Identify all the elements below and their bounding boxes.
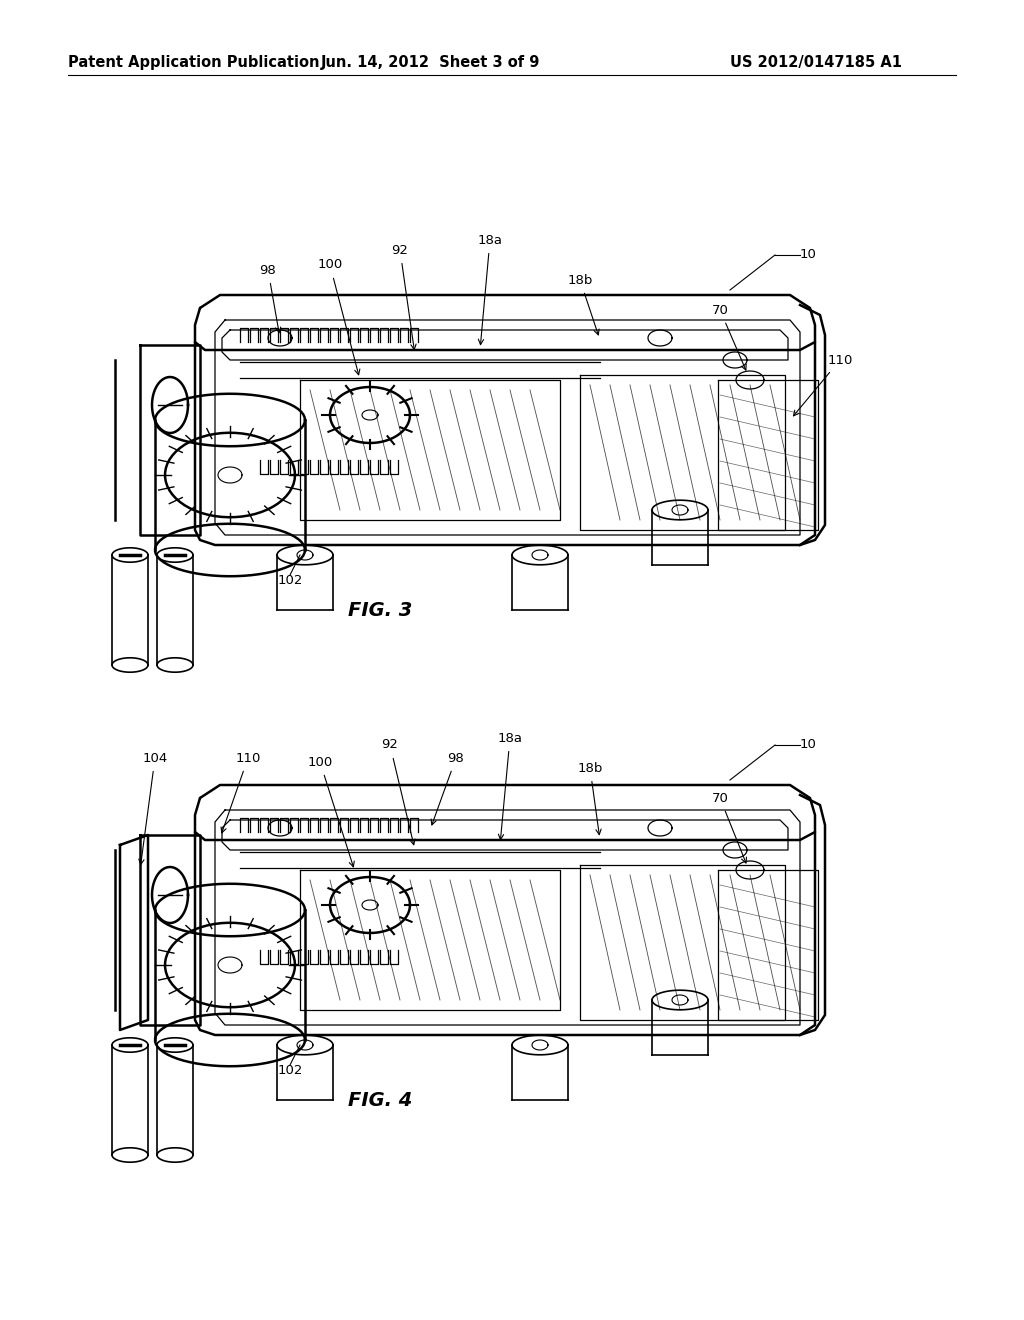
Text: US 2012/0147185 A1: US 2012/0147185 A1: [730, 54, 902, 70]
Text: FIG. 3: FIG. 3: [348, 601, 413, 619]
Text: 110: 110: [221, 751, 261, 833]
Text: 102: 102: [278, 1064, 303, 1077]
Text: 70: 70: [712, 792, 746, 863]
Text: 10: 10: [800, 248, 817, 261]
Text: 70: 70: [712, 304, 746, 370]
Text: 110: 110: [794, 354, 853, 416]
Text: 104: 104: [139, 751, 168, 865]
Text: 102: 102: [278, 573, 303, 586]
Text: 18a: 18a: [477, 234, 503, 345]
Text: 100: 100: [307, 755, 354, 867]
Text: 92: 92: [382, 738, 415, 845]
Text: 92: 92: [391, 243, 416, 350]
Text: 10: 10: [800, 738, 817, 751]
Text: 18a: 18a: [498, 731, 522, 840]
Text: FIG. 4: FIG. 4: [348, 1090, 413, 1110]
Text: 100: 100: [317, 259, 359, 375]
Text: 18b: 18b: [567, 273, 599, 335]
Text: 98: 98: [431, 751, 464, 825]
Text: Patent Application Publication: Patent Application Publication: [68, 54, 319, 70]
Text: 18b: 18b: [578, 762, 603, 834]
Text: Jun. 14, 2012  Sheet 3 of 9: Jun. 14, 2012 Sheet 3 of 9: [321, 54, 540, 70]
Text: 98: 98: [260, 264, 281, 333]
